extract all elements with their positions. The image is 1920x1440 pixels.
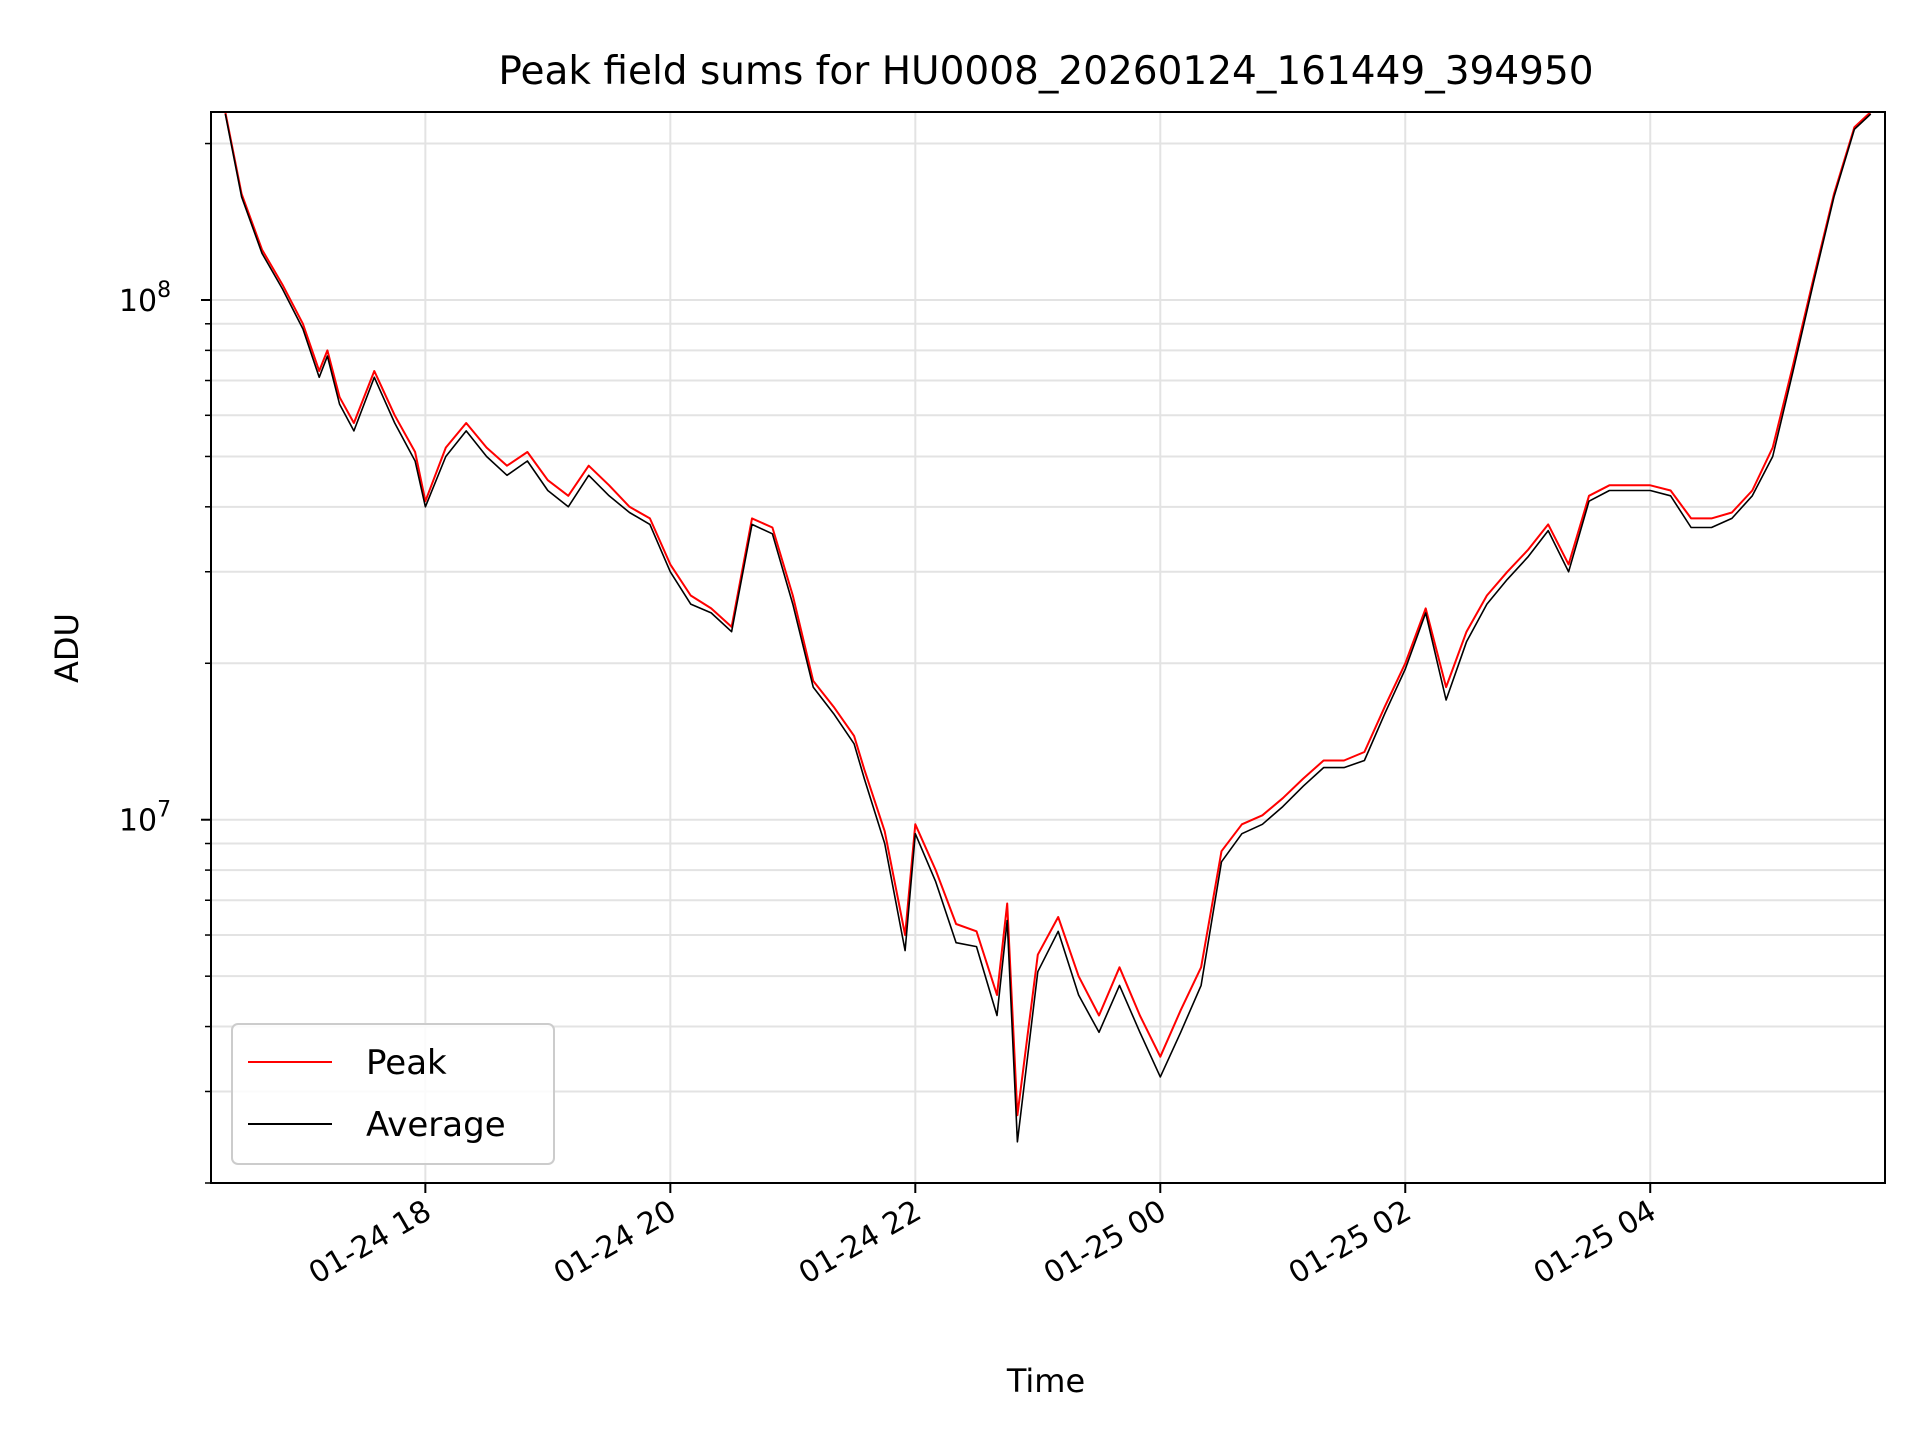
chart-title: Peak field sums for HU0008_20260124_1614…: [498, 49, 1593, 94]
series-line-average: [224, 113, 1872, 1143]
legend-box: [231, 1023, 555, 1165]
legend-label-peak: Peak: [366, 1043, 447, 1083]
series-layer: [224, 112, 1872, 1143]
legend-label-average: Average: [366, 1105, 506, 1145]
y-tick-exponent: 7: [157, 798, 171, 823]
y-tick-label: 108: [119, 278, 171, 319]
plot-frame: [210, 111, 1886, 1184]
y-tick-exponent: 8: [157, 278, 171, 303]
y-axis-label: ADU: [48, 613, 86, 683]
series-line-peak: [224, 112, 1872, 1117]
x-axis-label: Time: [1006, 1362, 1085, 1400]
y-axis: 107 108: [119, 142, 211, 1184]
y-tick-label: 107: [119, 798, 171, 839]
legend: Peak Average: [231, 1023, 555, 1165]
